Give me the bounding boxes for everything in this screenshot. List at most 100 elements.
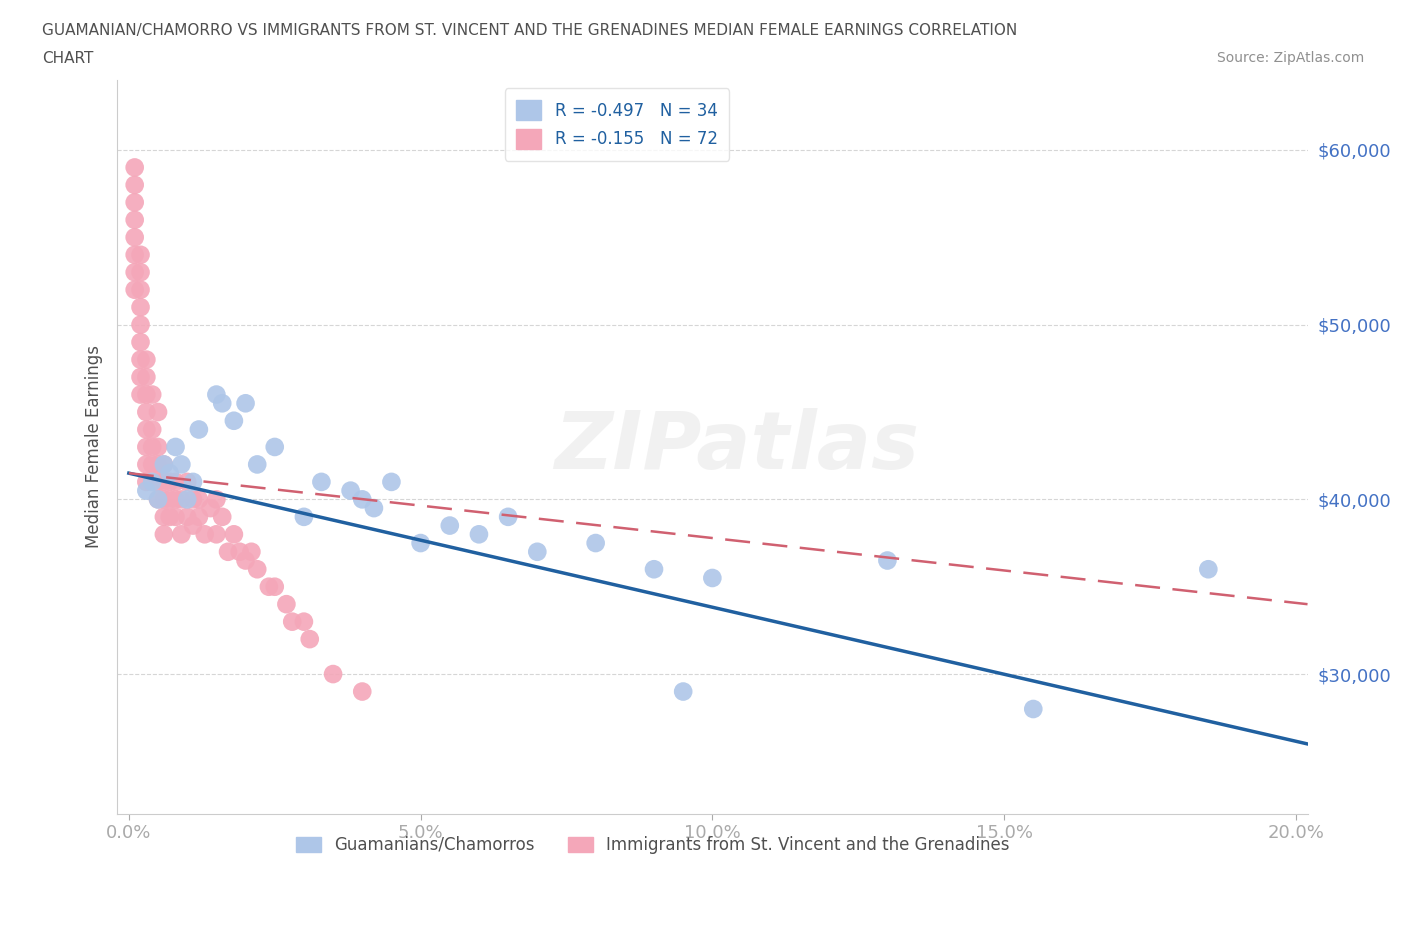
Point	[235, 553, 257, 568]
Point	[129, 299, 152, 314]
Point	[135, 457, 157, 472]
Point	[246, 562, 269, 577]
Point	[135, 484, 157, 498]
Point	[146, 405, 169, 419]
Text: Source: ZipAtlas.com: Source: ZipAtlas.com	[1216, 51, 1364, 65]
Point	[276, 597, 298, 612]
Point	[165, 492, 187, 507]
Point	[263, 579, 285, 594]
Point	[153, 492, 176, 507]
Point	[876, 553, 898, 568]
Point	[1022, 701, 1045, 716]
Point	[298, 631, 321, 646]
Point	[135, 440, 157, 455]
Point	[194, 527, 217, 542]
Point	[200, 500, 222, 515]
Point	[159, 466, 181, 481]
Point	[146, 492, 169, 507]
Text: CHART: CHART	[42, 51, 94, 66]
Point	[141, 387, 163, 402]
Point	[339, 484, 361, 498]
Point	[141, 474, 163, 489]
Point	[468, 527, 491, 542]
Point	[153, 510, 176, 525]
Point	[124, 283, 146, 298]
Point	[129, 387, 152, 402]
Point	[129, 317, 152, 332]
Point	[176, 474, 198, 489]
Point	[124, 160, 146, 175]
Point	[352, 684, 374, 699]
Point	[129, 369, 152, 384]
Point	[135, 474, 157, 489]
Point	[702, 570, 724, 585]
Point	[409, 536, 432, 551]
Point	[205, 492, 228, 507]
Point	[1197, 562, 1219, 577]
Point	[363, 500, 385, 515]
Point	[176, 492, 198, 507]
Point	[141, 457, 163, 472]
Point	[124, 230, 146, 245]
Point	[141, 422, 163, 437]
Point	[135, 405, 157, 419]
Point	[135, 422, 157, 437]
Point	[205, 387, 228, 402]
Point	[229, 544, 252, 559]
Point	[187, 492, 209, 507]
Point	[439, 518, 461, 533]
Point	[153, 527, 176, 542]
Point	[129, 335, 152, 350]
Point	[165, 474, 187, 489]
Point	[211, 396, 233, 411]
Point	[165, 440, 187, 455]
Point	[352, 492, 374, 507]
Point	[292, 510, 315, 525]
Point	[146, 492, 169, 507]
Point	[235, 396, 257, 411]
Point	[526, 544, 548, 559]
Point	[159, 510, 181, 525]
Point	[135, 387, 157, 402]
Point	[170, 457, 193, 472]
Point	[141, 440, 163, 455]
Point	[263, 440, 285, 455]
Point	[146, 457, 169, 472]
Point	[322, 667, 344, 682]
Point	[187, 422, 209, 437]
Point	[246, 457, 269, 472]
Point	[159, 492, 181, 507]
Point	[181, 474, 204, 489]
Point	[240, 544, 263, 559]
Legend: Guamanians/Chamorros, Immigrants from St. Vincent and the Grenadines: Guamanians/Chamorros, Immigrants from St…	[290, 830, 1017, 860]
Point	[181, 518, 204, 533]
Point	[124, 247, 146, 262]
Point	[217, 544, 239, 559]
Point	[129, 283, 152, 298]
Point	[124, 178, 146, 193]
Point	[222, 413, 245, 428]
Point	[257, 579, 280, 594]
Point	[129, 265, 152, 280]
Point	[205, 527, 228, 542]
Point	[124, 265, 146, 280]
Point	[496, 510, 519, 525]
Point	[380, 474, 402, 489]
Point	[672, 684, 695, 699]
Point	[146, 440, 169, 455]
Point	[170, 527, 193, 542]
Point	[281, 614, 304, 629]
Point	[585, 536, 607, 551]
Y-axis label: Median Female Earnings: Median Female Earnings	[86, 345, 103, 549]
Point	[292, 614, 315, 629]
Point	[129, 247, 152, 262]
Point	[211, 510, 233, 525]
Point	[187, 510, 209, 525]
Point	[135, 369, 157, 384]
Point	[176, 510, 198, 525]
Point	[159, 474, 181, 489]
Text: GUAMANIAN/CHAMORRO VS IMMIGRANTS FROM ST. VINCENT AND THE GRENADINES MEDIAN FEMA: GUAMANIAN/CHAMORRO VS IMMIGRANTS FROM ST…	[42, 23, 1018, 38]
Point	[222, 527, 245, 542]
Point	[311, 474, 333, 489]
Point	[153, 474, 176, 489]
